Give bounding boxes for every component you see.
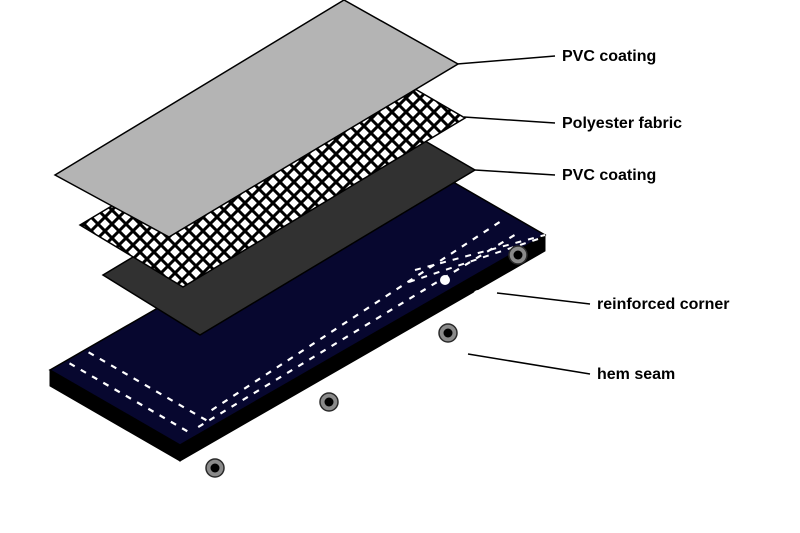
eyelet bbox=[320, 393, 338, 411]
corner-rivet bbox=[440, 275, 450, 285]
eyelet bbox=[439, 324, 457, 342]
layer-label: reinforced corner bbox=[597, 296, 729, 313]
layer-label: PVC coating bbox=[562, 167, 656, 184]
eyelet bbox=[206, 459, 224, 477]
layer-label: hem seam bbox=[597, 366, 675, 383]
layer-label: PVC coating bbox=[562, 48, 656, 65]
leader-line bbox=[475, 170, 555, 175]
leader-line bbox=[457, 56, 555, 64]
corner-rivet bbox=[473, 290, 483, 300]
eyelet bbox=[509, 246, 527, 264]
tarpaulin-layers-diagram: PVC coating Polyester fabric PVC coating re… bbox=[0, 0, 800, 533]
leader-line bbox=[497, 293, 590, 304]
leader-line bbox=[464, 117, 555, 123]
layer-label: Polyester fabric bbox=[562, 115, 682, 132]
leader-line bbox=[468, 354, 590, 374]
